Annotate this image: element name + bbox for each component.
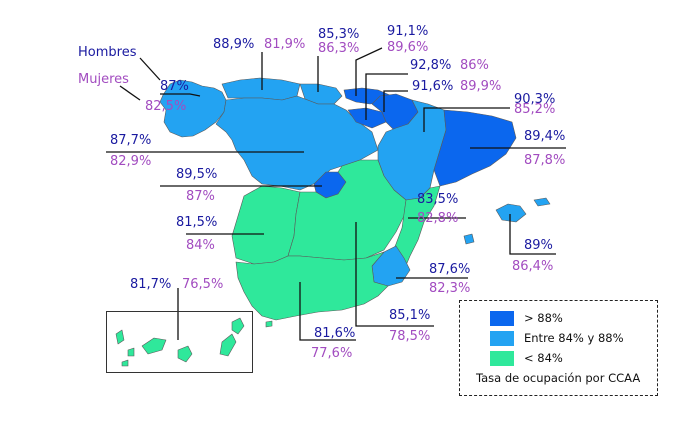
region-canarias-lanzarote bbox=[231, 317, 245, 335]
map-legend: > 88% Entre 84% y 88% < 84% Tasa de ocup… bbox=[459, 300, 658, 396]
region-baleares-ibiza bbox=[463, 233, 475, 245]
value-women-cataluna: 87,8% bbox=[524, 153, 566, 168]
value-women-madrid: 87% bbox=[186, 189, 215, 204]
legend-title: Tasa de ocupación por CCAA bbox=[476, 371, 641, 385]
value-men-asturias: 88,9% bbox=[213, 37, 255, 52]
leader-galicia bbox=[160, 93, 201, 97]
value-men-cantabria: 85,3% bbox=[318, 27, 360, 42]
series-label-men: Hombres bbox=[78, 45, 137, 60]
value-women-canarias: 76,5% bbox=[182, 277, 224, 292]
legend-label-low: < 84% bbox=[524, 351, 563, 365]
legend-swatch-high bbox=[490, 311, 514, 326]
value-men-cataluna: 89,4% bbox=[524, 129, 566, 144]
value-women-baleares: 86,4% bbox=[512, 259, 554, 274]
leader-baleares bbox=[509, 214, 556, 255]
region-asturias bbox=[221, 77, 301, 101]
value-women-castilla-leon: 82,9% bbox=[110, 154, 152, 169]
legend-label-high: > 88% bbox=[524, 311, 563, 325]
leader-la-rioja bbox=[383, 90, 408, 112]
value-men-andalucia: 81,6% bbox=[314, 326, 356, 341]
region-canarias-gomera bbox=[127, 347, 135, 357]
value-men-aragon: 90,3% bbox=[514, 92, 556, 107]
region-canarias-la-palma bbox=[115, 329, 125, 345]
value-men-pais-vasco: 91,1% bbox=[387, 24, 429, 39]
value-men-murcia: 87,6% bbox=[429, 262, 471, 277]
region-canarias-gran-canaria bbox=[177, 345, 193, 363]
value-women-asturias: 81,9% bbox=[264, 37, 306, 52]
leader-castilla-la-mancha bbox=[355, 222, 434, 327]
value-women-murcia: 82,3% bbox=[429, 281, 471, 296]
value-women-extremadura: 84% bbox=[186, 238, 215, 253]
value-men-baleares: 89% bbox=[524, 238, 553, 253]
leader-andalucia bbox=[299, 282, 356, 341]
region-ceuta bbox=[265, 320, 273, 328]
value-men-valencia: 83,5% bbox=[417, 192, 459, 207]
value-men-la-rioja: 91,6% bbox=[412, 79, 454, 94]
leader-pais-vasco bbox=[355, 47, 383, 96]
value-women-aragon: 85,2% bbox=[514, 102, 556, 117]
value-men-navarra: 92,8% bbox=[410, 58, 452, 73]
value-women-galicia: 82,5% bbox=[145, 99, 187, 114]
leader-mujeres bbox=[119, 85, 141, 101]
value-men-castilla-la-mancha: 85,1% bbox=[389, 308, 431, 323]
value-men-canarias: 81,7% bbox=[130, 277, 172, 292]
region-canarias-hierro bbox=[121, 359, 129, 367]
region-canarias-fuerteventura bbox=[219, 333, 237, 357]
value-women-andalucia: 77,6% bbox=[311, 346, 353, 361]
legend-label-mid: Entre 84% y 88% bbox=[524, 331, 624, 345]
canarias-inset-frame bbox=[106, 311, 253, 373]
value-women-cantabria: 86,3% bbox=[318, 41, 360, 56]
value-women-castilla-la-mancha: 78,5% bbox=[389, 329, 431, 344]
series-label-women: Mujeres bbox=[78, 72, 129, 87]
value-women-pais-vasco: 89,6% bbox=[387, 40, 429, 55]
legend-swatch-mid bbox=[490, 331, 514, 346]
value-women-la-rioja: 89,9% bbox=[460, 79, 502, 94]
region-baleares-menorca bbox=[533, 197, 551, 207]
value-men-galicia: 87% bbox=[160, 79, 189, 94]
value-men-extremadura: 81,5% bbox=[176, 215, 218, 230]
value-men-castilla-leon: 87,7% bbox=[110, 133, 152, 148]
value-women-valencia: 82,8% bbox=[417, 211, 459, 226]
legend-swatch-low bbox=[490, 351, 514, 366]
value-women-navarra: 86% bbox=[460, 58, 489, 73]
region-andalucia bbox=[235, 251, 389, 321]
region-canarias-tenerife bbox=[141, 337, 167, 355]
region-baleares-mallorca bbox=[495, 203, 527, 223]
leader-aragon bbox=[423, 107, 510, 132]
leader-navarra bbox=[365, 73, 408, 120]
leader-hombres bbox=[139, 57, 161, 81]
value-men-madrid: 89,5% bbox=[176, 167, 218, 182]
